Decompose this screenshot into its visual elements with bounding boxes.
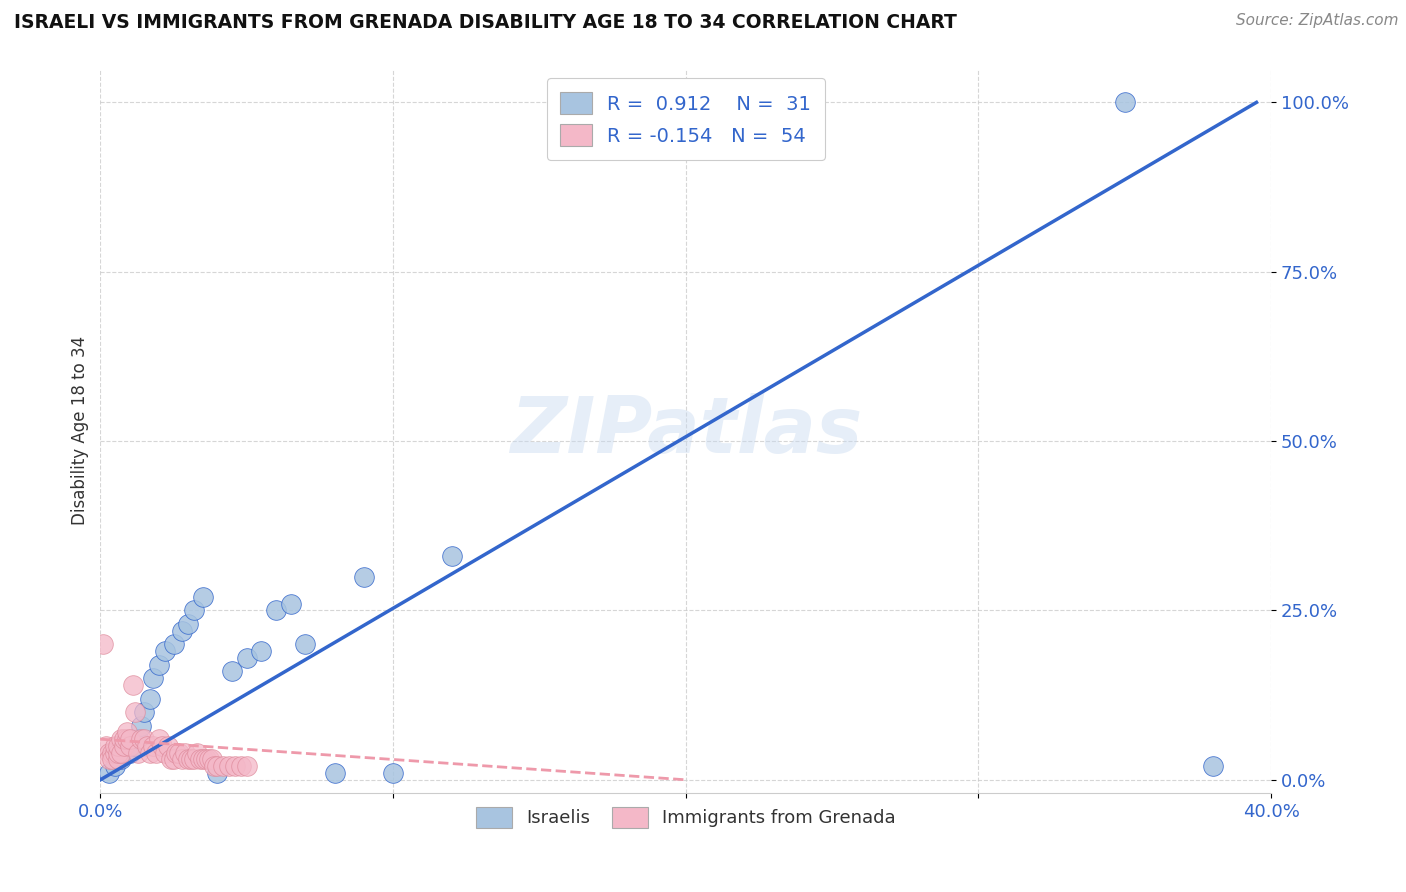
Point [101,746,124,760]
Point [204,759,226,773]
Point [127,732,149,747]
Point [218,759,240,773]
Point [183,603,205,617]
Point [96,739,118,753]
Point [110,746,132,760]
Legend: Israelis, Immigrants from Grenada: Israelis, Immigrants from Grenada [468,800,903,835]
Point [294,637,316,651]
Point [235,651,257,665]
Point [153,644,176,658]
Point [159,752,181,766]
Point [148,732,170,747]
Point [127,746,149,760]
Point [110,752,132,766]
Point [188,752,211,766]
Point [156,739,179,753]
Point [191,752,214,766]
Text: ISRAELI VS IMMIGRANTS FROM GRENADA DISABILITY AGE 18 TO 34 CORRELATION CHART: ISRAELI VS IMMIGRANTS FROM GRENADA DISAB… [14,13,957,32]
Point [124,705,146,719]
Point [142,671,165,685]
Point [200,752,222,766]
Point [131,718,153,732]
Point [104,739,127,753]
Point [115,732,138,747]
Point [169,746,191,760]
Point [104,746,127,760]
Point [174,746,197,760]
Point [118,746,141,760]
Point [112,746,135,760]
Point [180,752,202,766]
Text: ZIPatlas: ZIPatlas [509,393,862,469]
Point [353,569,375,583]
Point [104,759,127,773]
Point [101,752,124,766]
Point [112,739,135,753]
Point [153,746,176,760]
Point [162,752,184,766]
Point [1201,759,1223,773]
Point [197,752,219,766]
Point [139,746,162,760]
Point [172,752,194,766]
Text: Source: ZipAtlas.com: Source: ZipAtlas.com [1236,13,1399,29]
Point [172,624,194,638]
Point [139,691,162,706]
Point [145,746,167,760]
Point [212,759,235,773]
Point [98,752,121,766]
Point [183,752,205,766]
Point [124,739,146,753]
Point [107,746,129,760]
Point [323,766,346,780]
Point [177,617,200,632]
Point [1114,95,1136,110]
Point [110,732,132,747]
Point [91,637,114,651]
Point [177,752,200,766]
Point [221,665,243,679]
Point [98,746,121,760]
Point [224,759,246,773]
Point [115,725,138,739]
Point [165,746,187,760]
Point [107,739,129,753]
Point [134,732,156,747]
Point [207,766,229,780]
Point [107,752,129,766]
Point [264,603,287,617]
Point [142,739,165,753]
Point [250,644,273,658]
Point [229,759,252,773]
Point [440,549,463,564]
Point [131,732,153,747]
Point [134,705,156,719]
Point [194,752,217,766]
Point [121,678,143,692]
Point [186,746,208,760]
Point [98,766,121,780]
Point [207,759,229,773]
Point [162,637,184,651]
Y-axis label: Disability Age 18 to 34: Disability Age 18 to 34 [72,336,89,525]
Point [150,739,173,753]
Point [235,759,257,773]
Point [382,766,405,780]
Point [118,739,141,753]
Point [112,732,135,747]
Point [280,597,302,611]
Point [118,732,141,747]
Point [148,657,170,672]
Point [191,590,214,604]
Point [136,739,159,753]
